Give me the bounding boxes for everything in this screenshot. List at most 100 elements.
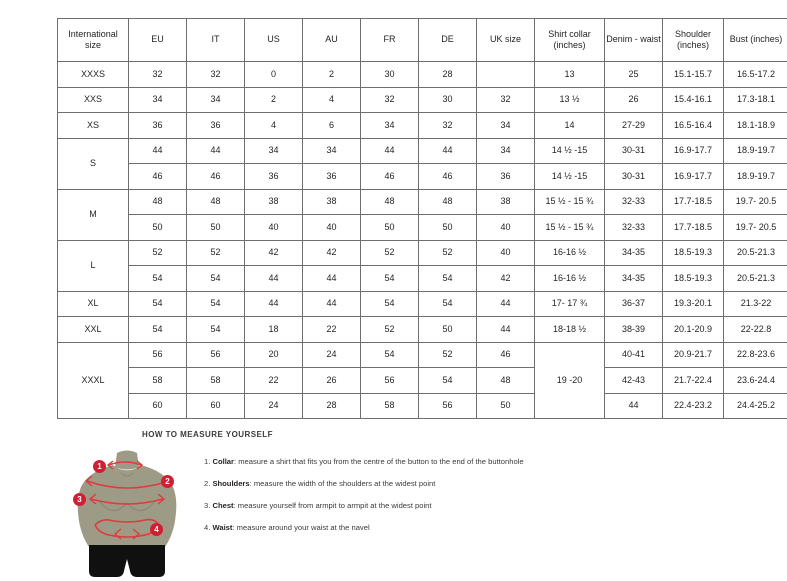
- cell-uk: 34: [477, 113, 535, 139]
- cell-bust: 18.9-19.7: [724, 138, 787, 164]
- cell-eu: 60: [129, 393, 187, 419]
- cell-au: 44: [303, 266, 361, 292]
- cell-shirt-collar: 15 ½ - 15 ¾: [535, 215, 605, 241]
- cell-fr: 54: [361, 266, 419, 292]
- cell-it: 58: [187, 368, 245, 394]
- cell-shoulder: 17.7-18.5: [663, 215, 724, 241]
- measure-item-term: Waist: [212, 523, 232, 532]
- how-to-measure-section: HOW TO MEASURE YOURSELF: [57, 430, 757, 581]
- cell-fr: 46: [361, 164, 419, 190]
- cell-shoulder: 15.1-15.7: [663, 62, 724, 88]
- cell-us: 42: [245, 240, 303, 266]
- column-header-bust: Bust (inches): [724, 19, 787, 62]
- neck-shape: [115, 451, 139, 470]
- measure-instruction-item: 2. Shoulders: measure the width of the s…: [204, 480, 757, 488]
- cell-uk: 44: [477, 291, 535, 317]
- column-header-shirt-collar: Shirt collar (inches): [535, 19, 605, 62]
- measure-badge-4: 4: [150, 523, 163, 536]
- cell-bust: 17.3-18.1: [724, 87, 787, 113]
- measure-item-term: Chest: [212, 501, 233, 510]
- cell-it: 48: [187, 189, 245, 215]
- cell-bust: 20.5-21.3: [724, 266, 787, 292]
- cell-fr: 34: [361, 113, 419, 139]
- cell-uk: 34: [477, 138, 535, 164]
- measure-item-text: : measure a shirt that fits you from the…: [234, 457, 524, 466]
- cell-de: 30: [419, 87, 477, 113]
- cell-international-size: M: [58, 189, 129, 240]
- cell-shirt-collar: 17- 17 ¾: [535, 291, 605, 317]
- how-to-measure-body: 1 2 3 4 1. Collar: measure a shirt that …: [57, 445, 757, 581]
- cell-it: 44: [187, 138, 245, 164]
- cell-shirt-collar: 16-16 ½: [535, 240, 605, 266]
- cell-eu: 54: [129, 266, 187, 292]
- cell-eu: 56: [129, 342, 187, 368]
- measure-instruction-item: 3. Chest: measure yourself from armpit t…: [204, 502, 757, 510]
- cell-au: 38: [303, 189, 361, 215]
- table-header-row: International size EU IT US AU FR DE UK …: [58, 19, 787, 62]
- cell-eu: 58: [129, 368, 187, 394]
- cell-denim: 34-35: [605, 240, 663, 266]
- cell-fr: 30: [361, 62, 419, 88]
- cell-international-size: XS: [58, 113, 129, 139]
- cell-us: 34: [245, 138, 303, 164]
- shorts-shape: [89, 545, 165, 577]
- cell-de: 32: [419, 113, 477, 139]
- size-chart-table: International size EU IT US AU FR DE UK …: [57, 18, 787, 419]
- cell-it: 34: [187, 87, 245, 113]
- cell-fr: 50: [361, 215, 419, 241]
- cell-au: 44: [303, 291, 361, 317]
- measure-instructions-list: 1. Collar: measure a shirt that fits you…: [204, 458, 757, 546]
- measure-item-number: 3.: [204, 501, 210, 510]
- cell-de: 28: [419, 62, 477, 88]
- cell-denim: 26: [605, 87, 663, 113]
- cell-uk: 44: [477, 317, 535, 343]
- cell-de: 50: [419, 215, 477, 241]
- cell-au: 26: [303, 368, 361, 394]
- cell-it: 46: [187, 164, 245, 190]
- cell-bust: 20.5-21.3: [724, 240, 787, 266]
- cell-us: 44: [245, 266, 303, 292]
- measure-item-text: : measure yourself from armpit to armpit…: [234, 501, 432, 510]
- cell-au: 2: [303, 62, 361, 88]
- cell-uk: 42: [477, 266, 535, 292]
- cell-it: 54: [187, 266, 245, 292]
- measure-item-term: Shoulders: [212, 479, 249, 488]
- cell-shoulder: 16.9-17.7: [663, 138, 724, 164]
- cell-denim: 38-39: [605, 317, 663, 343]
- column-header-au: AU: [303, 19, 361, 62]
- cell-international-size: S: [58, 138, 129, 189]
- cell-us: 40: [245, 215, 303, 241]
- column-header-uk-size: UK size: [477, 19, 535, 62]
- cell-de: 52: [419, 342, 477, 368]
- cell-denim: 32-33: [605, 215, 663, 241]
- cell-shirt-collar: 16-16 ½: [535, 266, 605, 292]
- cell-eu: 44: [129, 138, 187, 164]
- cell-shoulder: 22.4-23.2: [663, 393, 724, 419]
- cell-de: 54: [419, 266, 477, 292]
- cell-eu: 34: [129, 87, 187, 113]
- cell-shirt-collar: 18-18 ½: [535, 317, 605, 343]
- size-chart-table-container: International size EU IT US AU FR DE UK …: [57, 18, 730, 419]
- cell-bust: 22-22.8: [724, 317, 787, 343]
- cell-fr: 54: [361, 291, 419, 317]
- cell-shirt-collar: 13 ½: [535, 87, 605, 113]
- measure-item-number: 1.: [204, 457, 210, 466]
- cell-it: 52: [187, 240, 245, 266]
- how-to-measure-heading: HOW TO MEASURE YOURSELF: [142, 430, 757, 439]
- cell-fr: 58: [361, 393, 419, 419]
- column-header-eu: EU: [129, 19, 187, 62]
- cell-it: 32: [187, 62, 245, 88]
- cell-eu: 54: [129, 317, 187, 343]
- cell-shoulder: 18.5-19.3: [663, 266, 724, 292]
- body-measurement-illustration: 1 2 3 4: [65, 445, 190, 581]
- cell-fr: 44: [361, 138, 419, 164]
- cell-international-size: XXXL: [58, 342, 129, 419]
- cell-us: 22: [245, 368, 303, 394]
